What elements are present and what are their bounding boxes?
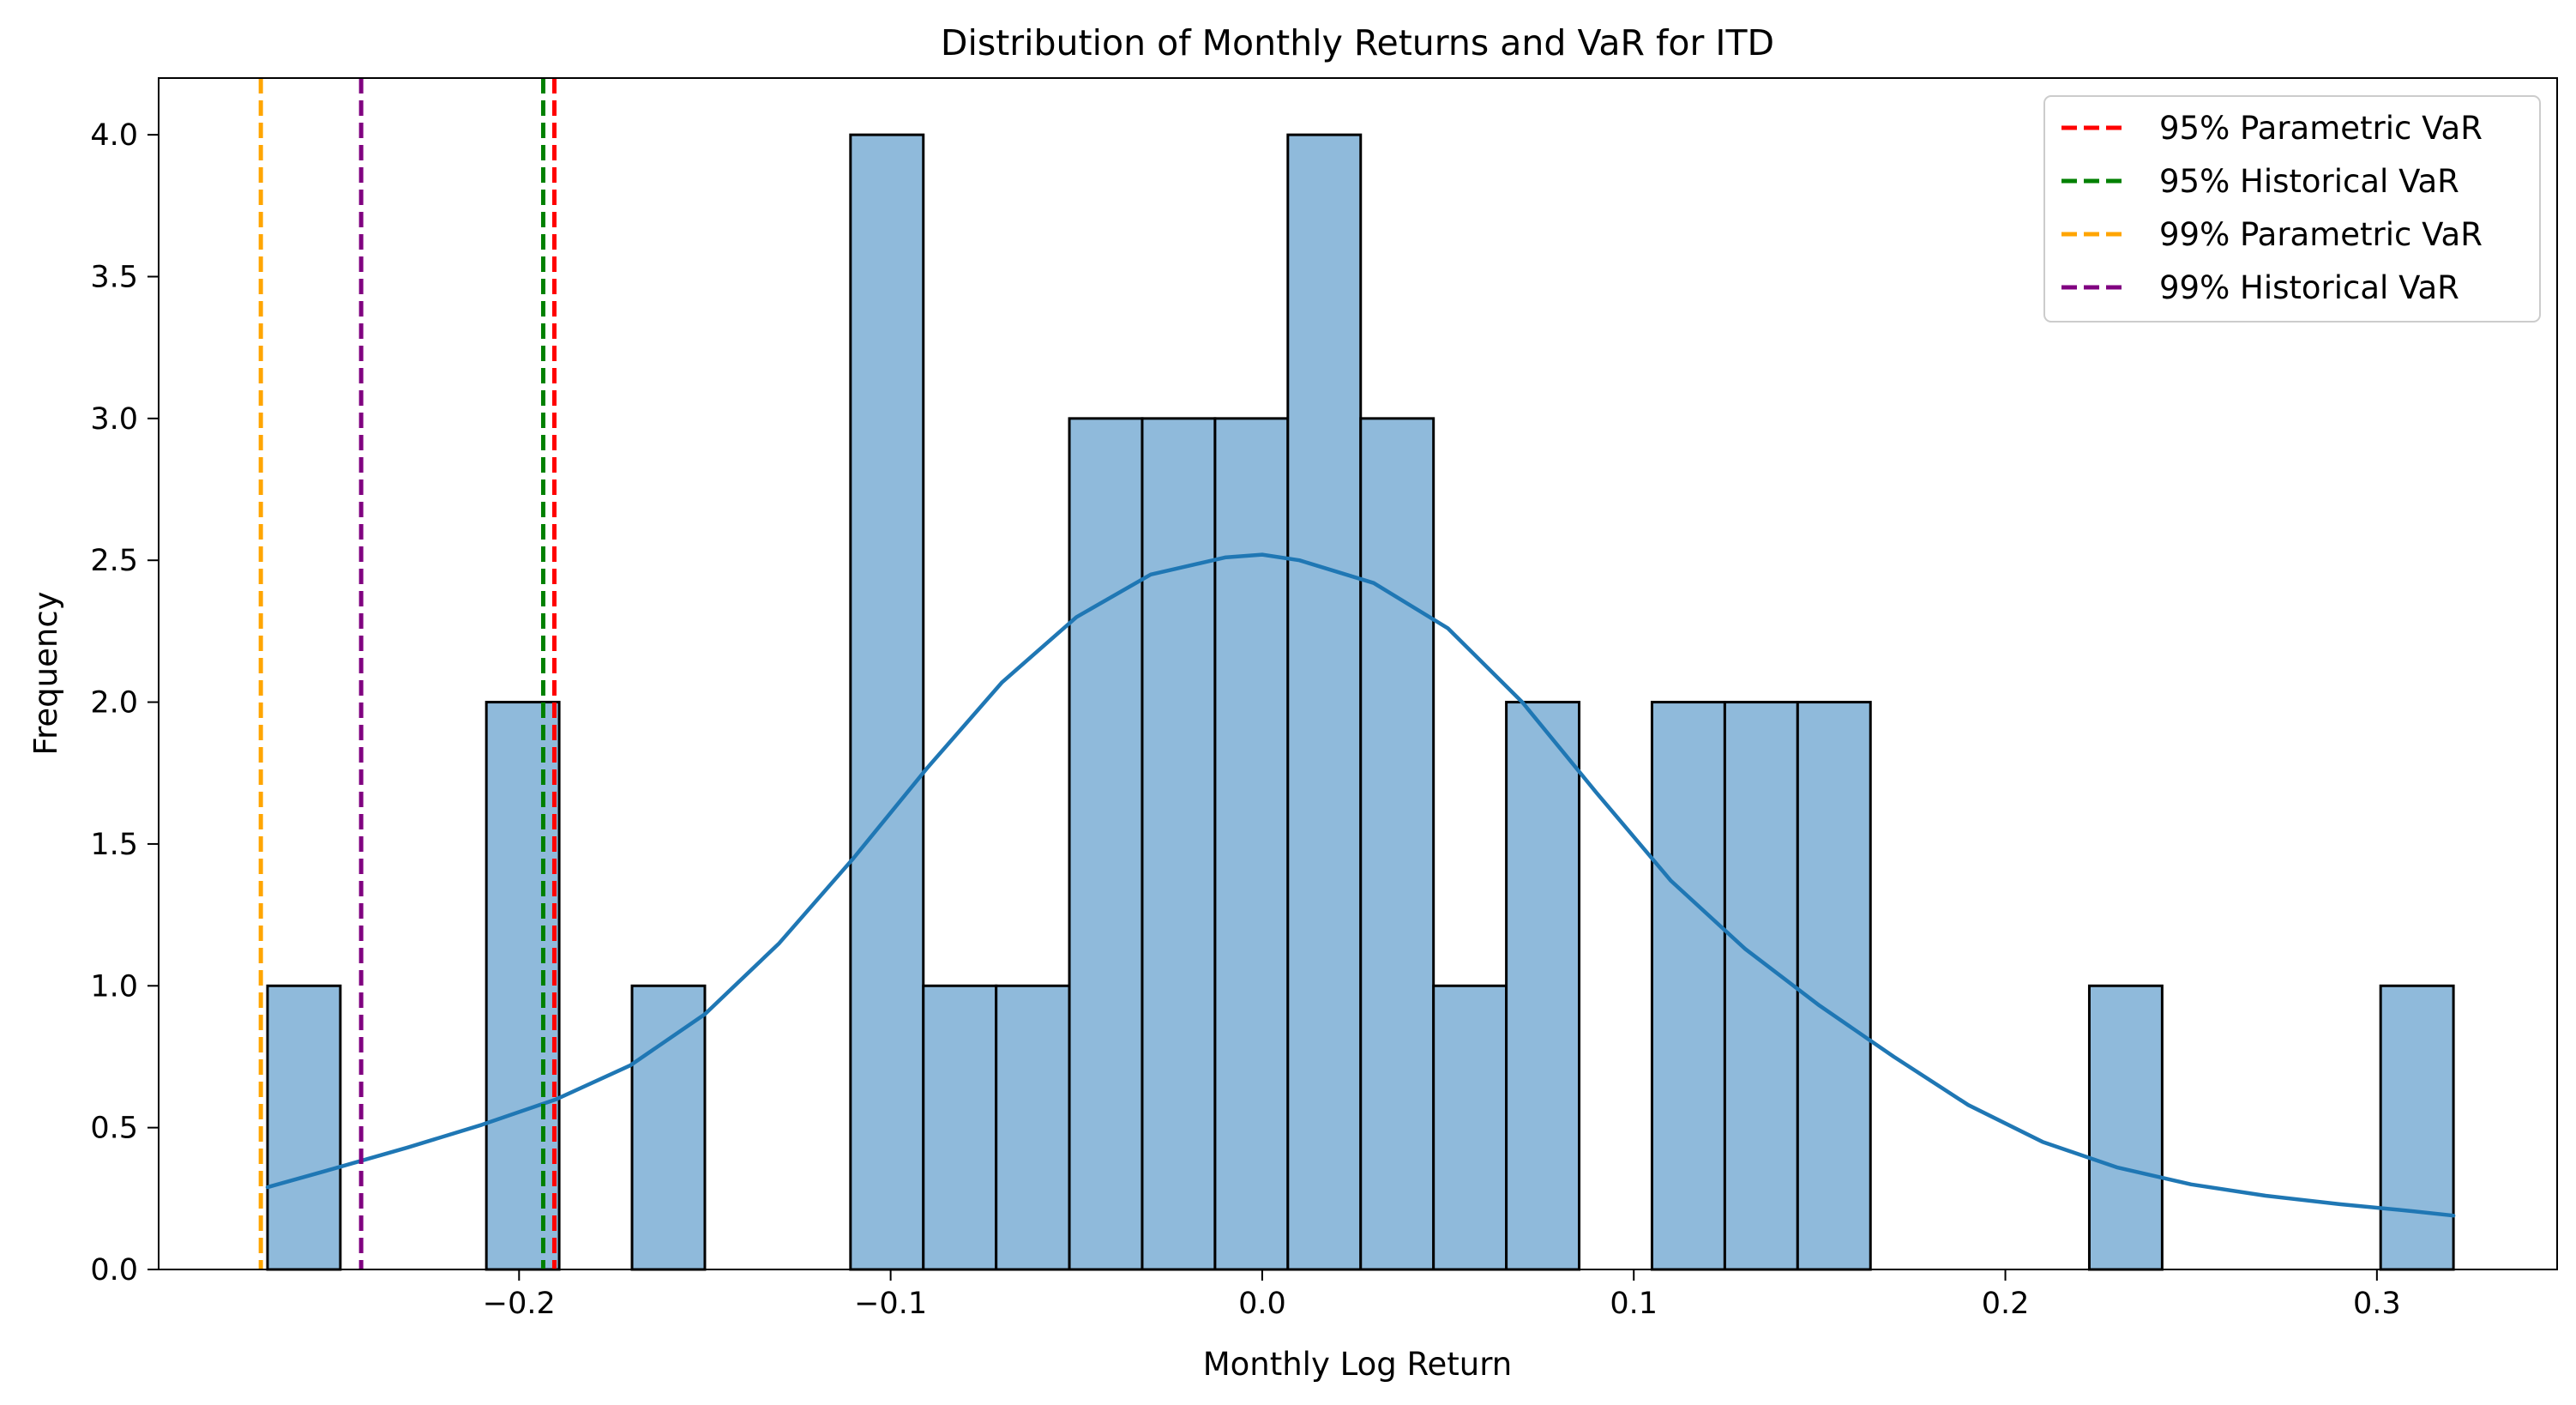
histogram-bar xyxy=(922,984,998,1271)
y-tick-label: 0.5 xyxy=(90,1112,138,1146)
histogram-bar xyxy=(1432,984,1508,1271)
histogram-bar xyxy=(849,133,925,1271)
y-axis-ticks: 0.0 0.5 1.0 1.5 2.0 2.5 3.0 3.5 4.0 xyxy=(90,118,159,1287)
kde-curve xyxy=(265,552,2456,1218)
y-tick-label: 2.5 xyxy=(90,544,138,578)
bars-layer xyxy=(266,133,2455,1271)
y-tick-label: 1.5 xyxy=(90,828,138,862)
y-axis-label: Frequency xyxy=(27,591,64,755)
plot-area-frame xyxy=(158,77,2558,1270)
legend: 95% Parametric VaR 95% Historical VaR 99% … xyxy=(2043,95,2541,323)
histogram-bar xyxy=(995,984,1071,1271)
y-tick-label: 2.0 xyxy=(90,686,138,721)
x-tick-label: 0.3 xyxy=(2353,1287,2401,1321)
histogram-bar xyxy=(1359,417,1435,1271)
var-lines-layer xyxy=(258,78,557,1269)
y-tick-label: 4.0 xyxy=(90,118,138,153)
y-tick-label: 1.0 xyxy=(90,969,138,1004)
histogram-bar xyxy=(1286,133,1363,1271)
legend-box xyxy=(2043,95,2541,323)
histogram-bar xyxy=(1213,417,1290,1271)
histogram-bar xyxy=(1141,417,1217,1271)
x-axis-ticks: −0.2 −0.1 0.0 0.1 0.2 0.3 xyxy=(483,1269,2401,1321)
histogram-bar xyxy=(2379,984,2455,1271)
y-tick-label: 0.0 xyxy=(90,1253,138,1287)
histogram-bar xyxy=(1796,701,1872,1271)
x-tick-label: 0.1 xyxy=(1610,1287,1658,1321)
histogram-bar xyxy=(485,701,561,1271)
histogram-bar xyxy=(1505,701,1581,1271)
kde-layer xyxy=(265,552,2456,1218)
x-tick-label: −0.2 xyxy=(483,1287,556,1321)
histogram-bar xyxy=(630,984,707,1271)
histogram-bar xyxy=(266,984,342,1271)
legend-label: 99% Historical VaR xyxy=(2159,269,2459,306)
y-tick-label: 3.5 xyxy=(90,261,138,295)
chart-title: Distribution of Monthly Returns and VaR … xyxy=(941,22,1774,63)
x-axis-label: Monthly Log Return xyxy=(1203,1346,1513,1383)
histogram-bar xyxy=(1650,701,1726,1271)
legend-label: 95% Historical VaR xyxy=(2159,163,2459,200)
x-tick-label: 0.0 xyxy=(1238,1287,1286,1321)
y-tick-label: 3.0 xyxy=(90,402,138,437)
x-tick-label: 0.2 xyxy=(1982,1287,2030,1321)
histogram-bar xyxy=(1723,701,1799,1271)
legend-label: 99% Parametric VaR xyxy=(2159,216,2483,253)
histogram-bar xyxy=(2087,984,2164,1271)
legend-label: 95% Parametric VaR xyxy=(2159,110,2483,147)
x-tick-label: −0.1 xyxy=(854,1287,927,1321)
histogram-bar xyxy=(1068,417,1144,1271)
